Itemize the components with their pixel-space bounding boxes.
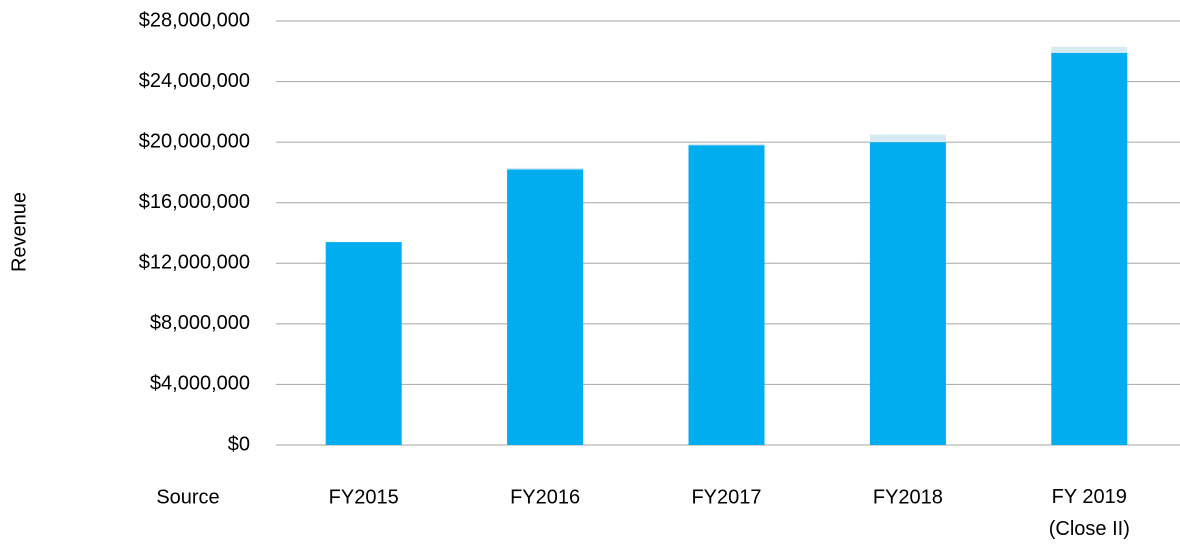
x-tick-label: FY2018 bbox=[873, 486, 943, 508]
y-tick-label: $20,000,000 bbox=[139, 130, 250, 152]
bar-segment bbox=[688, 143, 765, 146]
bar-segment bbox=[507, 167, 584, 170]
y-axis-label: Revenue bbox=[8, 192, 30, 272]
bar-segment bbox=[507, 169, 584, 445]
x-tick-label: FY2016 bbox=[510, 486, 580, 508]
y-tick-label: $28,000,000 bbox=[139, 9, 250, 31]
y-tick-label: $16,000,000 bbox=[139, 191, 250, 213]
x-tick-label: FY 2019 (Close II) bbox=[1049, 486, 1130, 540]
x-tick-label: FY2015 bbox=[329, 486, 399, 508]
bar-segment bbox=[869, 134, 946, 143]
y-tick-label: $24,000,000 bbox=[139, 70, 250, 92]
y-tick-label: $0 bbox=[228, 433, 250, 455]
bar-segment bbox=[869, 142, 946, 445]
y-tick-label: $4,000,000 bbox=[150, 373, 250, 395]
bar-segment bbox=[325, 242, 402, 445]
x-axis-label: Source bbox=[156, 486, 219, 508]
bar-segment bbox=[688, 145, 765, 445]
bar-segment bbox=[1051, 52, 1128, 446]
y-tick-label: $8,000,000 bbox=[150, 312, 250, 334]
bar-segment bbox=[1051, 46, 1128, 53]
x-tick-label: FY2017 bbox=[691, 486, 761, 508]
y-tick-label: $12,000,000 bbox=[139, 252, 250, 274]
